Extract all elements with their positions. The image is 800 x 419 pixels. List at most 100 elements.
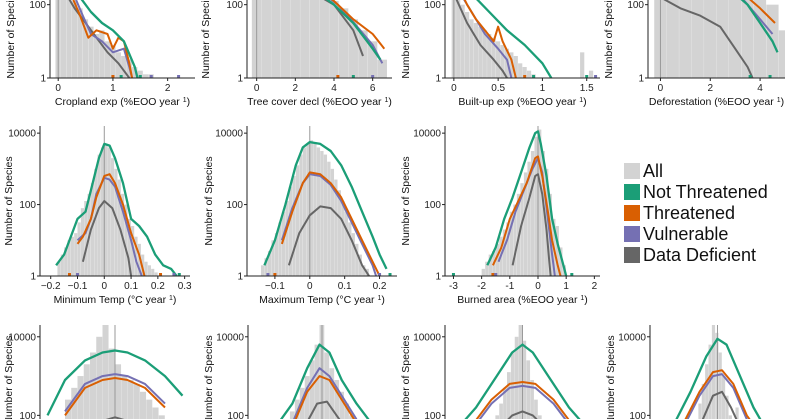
x-tick-label: −0.2: [41, 281, 61, 292]
x-axis-label-end: ): [388, 96, 392, 108]
histogram-bar: [99, 30, 105, 78]
rug-point: [594, 75, 598, 78]
histogram-bar: [728, 415, 732, 419]
histogram-bar: [70, 236, 74, 276]
plot-area: [46, 325, 184, 419]
x-tick-label: 0: [102, 281, 108, 292]
rug-point: [138, 75, 142, 78]
rug-point: [111, 75, 115, 78]
y-axis-label: Number of Species: [3, 335, 15, 419]
histogram-bar: [83, 364, 90, 419]
legend-item-vulnerable: Vulnerable: [624, 223, 768, 244]
histogram-bar: [526, 360, 531, 419]
rug-point: [451, 273, 455, 276]
x-axis-label-superscript: 1: [169, 295, 173, 302]
histogram-bar: [304, 376, 310, 419]
x-tick-label: 1: [110, 83, 116, 94]
histogram-bar: [309, 140, 314, 276]
histogram-bar: [158, 415, 165, 419]
histogram-bar: [545, 168, 549, 276]
histogram-bar: [154, 272, 158, 276]
density-line-threatened: [463, 0, 517, 78]
x-axis-label: Built-up exp (%EOO year 1): [458, 96, 586, 108]
y-tick-label: 100: [226, 0, 243, 11]
density-line-not-threatened: [740, 0, 779, 53]
x-tick-label: 0: [307, 281, 313, 292]
density-line-vulnerable: [478, 384, 567, 419]
histogram-bar: [502, 229, 507, 276]
histogram-bar: [288, 186, 293, 276]
density-line-threatened: [64, 377, 166, 416]
histogram-bar: [319, 0, 329, 78]
histogram-bar: [367, 41, 378, 78]
density-line-not-threatened: [279, 343, 370, 419]
y-axis-label: Number of Species: [400, 156, 412, 245]
histogram-bar: [362, 265, 366, 276]
y-axis-label: Number of Species: [5, 0, 17, 79]
y-tick-label: 10000: [8, 332, 36, 343]
histogram-bar: [526, 70, 532, 78]
histogram-bar: [341, 201, 345, 276]
legend-label-threatened: Threatened: [643, 202, 736, 223]
histogram-bar: [704, 0, 717, 78]
histogram-bar: [698, 403, 702, 419]
x-axis-label-superscript: 1: [377, 295, 381, 302]
histogram-bar: [94, 168, 98, 276]
y-axis-label: Number of Species: [203, 156, 215, 245]
plot-area: [251, 0, 387, 78]
histogram-bar: [324, 352, 330, 419]
density-line-data-deficient: [507, 410, 538, 419]
y-tick-label: 1: [237, 74, 243, 85]
histogram-bar: [503, 387, 507, 419]
legend-item-not-threatened: Not Threatened: [624, 181, 768, 202]
histogram-bar: [559, 247, 563, 276]
y-tick-label: 1: [638, 74, 644, 85]
x-tick-label: 0: [55, 83, 61, 94]
y-tick-label: 1: [40, 74, 46, 85]
histogram-bar: [344, 211, 348, 276]
y-axis-label: Number of Species: [400, 335, 412, 419]
histogram-bar: [261, 0, 271, 78]
plot-area: [675, 325, 762, 419]
histogram-bar: [88, 26, 94, 78]
histogram-bar: [77, 222, 81, 276]
rug-point: [119, 75, 123, 78]
histogram-bar: [133, 383, 140, 419]
y-tick-label: 10000: [215, 129, 243, 140]
panel-burned: 1 100 10000 -3 -2 -1 0 1 2 Burned area (%EOO year…: [400, 126, 600, 306]
x-tick-label: 4: [331, 83, 337, 94]
histogram-bar: [716, 0, 729, 78]
histogram-bar: [555, 226, 559, 276]
histogram-bar: [90, 183, 95, 276]
histogram-bar: [260, 265, 265, 276]
y-tick-label: 10000: [618, 332, 646, 343]
histogram-bar: [320, 151, 324, 276]
histogram-bar: [741, 0, 754, 78]
histogram-bar: [127, 218, 131, 276]
x-tick-label: 2: [165, 83, 171, 94]
histogram-bar: [65, 399, 72, 419]
histogram-bar: [509, 52, 514, 78]
x-axis-label-superscript: 1: [777, 97, 781, 104]
rug-point: [388, 273, 392, 276]
histogram-bar: [510, 352, 515, 419]
x-tick-label: -1: [505, 281, 514, 292]
plot-area: [279, 325, 370, 419]
histogram-bar: [146, 399, 153, 419]
histogram-bar: [82, 19, 89, 78]
plot-area: [464, 325, 581, 419]
histogram-bar: [327, 161, 331, 276]
histogram-bar: [481, 268, 485, 276]
histogram-bar: [530, 151, 535, 276]
histogram-bar: [316, 147, 321, 276]
legend-swatch-not-threatened: [624, 183, 640, 200]
histogram-bar: [691, 0, 704, 78]
density-line-threatened: [280, 171, 381, 276]
histogram-bar: [701, 383, 705, 419]
y-tick-label: 1: [237, 272, 243, 283]
x-axis-label-superscript: 1: [580, 295, 584, 302]
rug-point: [532, 75, 536, 78]
